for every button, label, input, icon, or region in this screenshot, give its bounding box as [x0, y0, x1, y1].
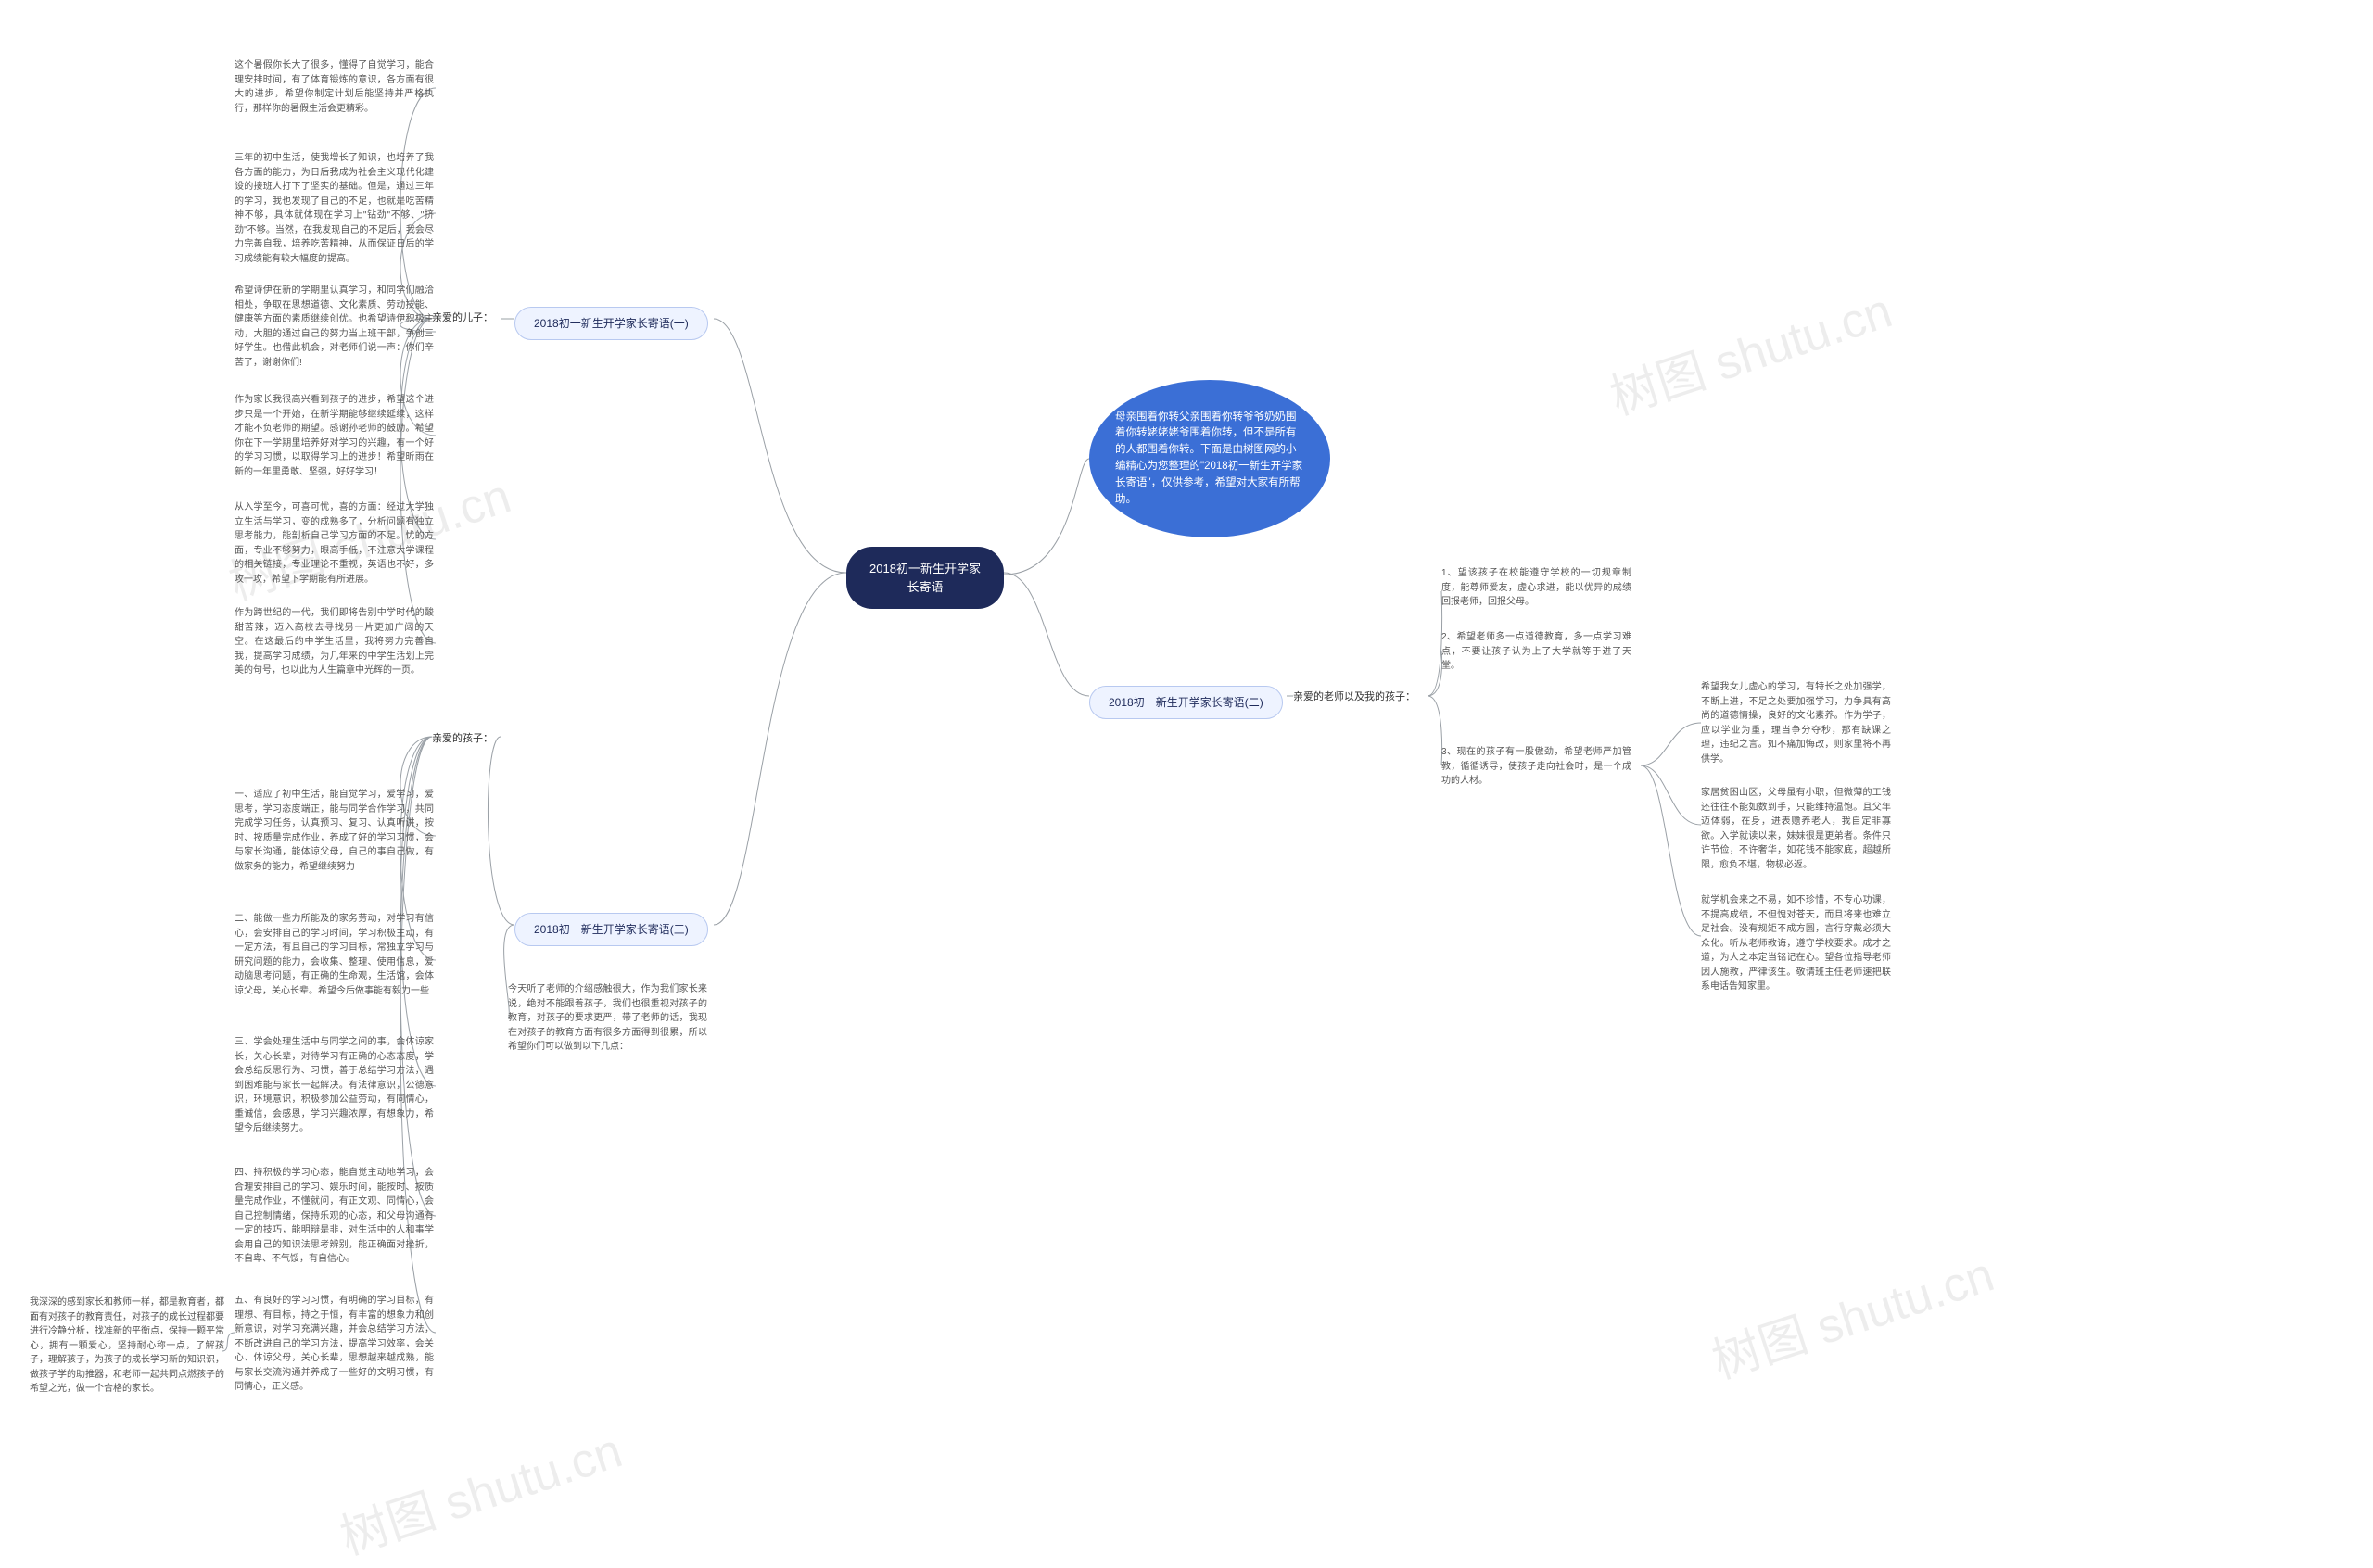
branch-2-leaf-5: 就学机会来之不易，如不珍惜，不专心功课，不提高成绩，不但愧对苍天，而且将来也难立… — [1701, 893, 1891, 994]
branch-2-leaf-4: 家居贫困山区，父母虽有小职，但微薄的工钱还往往不能如数到手，只能维持温饱。且父年… — [1701, 786, 1891, 872]
center-node: 2018初一新生开学家长寄语 — [846, 547, 1004, 609]
branch-3-intro-leaf: 今天听了老师的介绍感触很大，作为我们家长来说，绝对不能跟着孩子，我们也很重视对孩… — [508, 982, 707, 1055]
branch-3-leaf-4: 五、有良好的学习习惯，有明确的学习目标，有理想、有目标，持之于恒，有丰富的想象力… — [235, 1294, 434, 1395]
intro-text: 母亲围着你转父亲围着你转爷爷奶奶围着你转姥姥姥爷围着你转，但不是所有的人都围着你… — [1115, 410, 1304, 509]
intro-node: 母亲围着你转父亲围着你转爷爷奶奶围着你转姥姥姥爷围着你转，但不是所有的人都围着你… — [1089, 380, 1330, 537]
branch-2-leaf-1: 2、希望老师多一点道德教育，多一点学习难点，不要让孩子认为上了大学就等于进了天堂… — [1441, 630, 1631, 674]
branch-2-sub: 亲爱的老师以及我的孩子： — [1293, 689, 1415, 705]
watermark-3: 树图 shutu.cn — [1702, 1235, 2001, 1392]
branch-1-leaf-3: 作为家长我很高兴看到孩子的进步，希望这个进步只是一个开始，在新学期能够继续延续，… — [235, 393, 434, 479]
branch-3-far-leaf: 我深深的感到家长和教师一样，都是教育者，都面有对孩子的教育责任，对孩子的成长过程… — [30, 1296, 224, 1397]
branch-2-leaf-0: 1、望该孩子在校能遵守学校的一切规章制度，能尊师爱友，虚心求进，能以优异的成绩回… — [1441, 566, 1631, 610]
branch-3-sub: 亲爱的孩子： — [432, 731, 493, 747]
branch-1[interactable]: 2018初一新生开学家长寄语(一) — [514, 307, 708, 340]
branch-3[interactable]: 2018初一新生开学家长寄语(三) — [514, 913, 708, 946]
branch-3-leaf-1: 二、能做一些力所能及的家务劳动，对学习有信心，会安排自己的学习时间，学习积极主动… — [235, 912, 434, 998]
branch-2[interactable]: 2018初一新生开学家长寄语(二) — [1089, 686, 1283, 719]
branch-1-leaf-5: 作为跨世纪的一代，我们即将告别中学时代的酸甜苦辣，迈入高校去寻找另一片更加广阔的… — [235, 606, 434, 678]
watermark-2: 树图 shutu.cn — [330, 1411, 629, 1568]
branch-2-leaf-3: 希望我女儿虚心的学习，有特长之处加强学，不断上进，不足之处要加强学习，力争具有高… — [1701, 680, 1891, 766]
branch-3-leaf-0: 一、适应了初中生活，能自觉学习，爱学习，爱思考，学习态度端正，能与同学合作学习，… — [235, 788, 434, 874]
branch-2-leaf-2: 3、现在的孩子有一股傲劲，希望老师严加管教，循循诱导，使孩子走向社会时，是一个成… — [1441, 745, 1631, 789]
branch-1-leaf-0: 这个暑假你长大了很多，懂得了自觉学习，能合理安排时间，有了体育锻炼的意识，各方面… — [235, 58, 434, 116]
watermark-1: 树图 shutu.cn — [1600, 272, 1899, 428]
branch-3-leaf-2: 三、学会处理生活中与同学之间的事，会体谅家长，关心长辈，对待学习有正确的心态态度… — [235, 1035, 434, 1136]
branch-1-leaf-4: 从入学至今，可喜可忧，喜的方面：经过大学独立生活与学习，变的成熟多了，分析问题有… — [235, 500, 434, 587]
branch-1-leaf-1: 三年的初中生活，使我增长了知识，也培养了我各方面的能力，为日后我成为社会主义现代… — [235, 151, 434, 266]
branch-1-sub: 亲爱的儿子： — [432, 310, 493, 326]
branch-3-leaf-3: 四、持积极的学习心态，能自觉主动地学习，会合理安排自己的学习、娱乐时间，能按时、… — [235, 1166, 434, 1267]
branch-1-leaf-2: 希望诗伊在新的学期里认真学习，和同学们融洽相处，争取在思想道德、文化素质、劳动技… — [235, 284, 434, 370]
